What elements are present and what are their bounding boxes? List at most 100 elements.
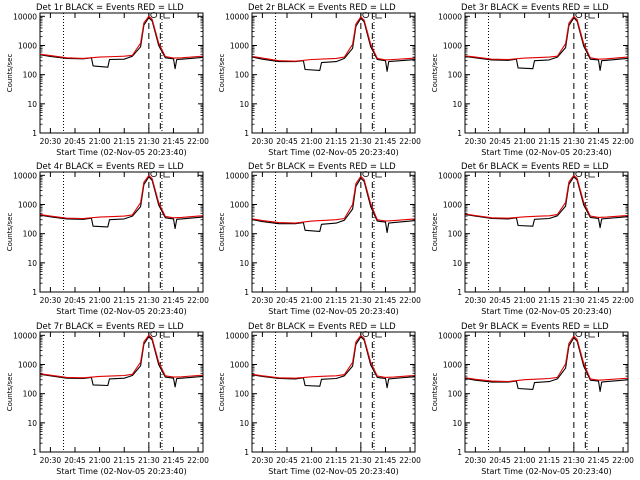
plot-frame [39,12,204,134]
series-lld-line [252,16,416,62]
panel-det-6r: Det 6r BLACK = Events RED = LLD Counts/se… [431,162,634,316]
y-tick-label: 1 [244,129,249,138]
x-tick-label: 20:30 [252,137,274,146]
panel-det-9r: Det 9r BLACK = Events RED = LLD Counts/se… [431,322,634,476]
y-tick-label: 10000 [13,171,37,180]
panel-title: Det 3r BLACK = Events RED = LLD [461,3,609,13]
y-tick-label: 10000 [225,12,249,21]
x-tick-label: 22:00 [612,456,634,465]
series-events-line [40,336,204,388]
x-tick-label: 21:15 [113,137,135,146]
y-tick-label: 10 [452,259,462,268]
x-tick-label: 20:45 [64,456,86,465]
x-tick-label: 21:00 [514,296,536,305]
panel-title: Det 9r BLACK = Events RED = LLD [461,322,609,332]
x-tick-label: 21:15 [325,456,347,465]
x-tick-label: 22:00 [399,456,421,465]
x-tick-label: 22:00 [612,296,634,305]
series-lld-line [40,334,204,379]
y-tick-label: 100 [235,390,250,399]
plot-frame [251,171,416,293]
x-tick-label: 21:45 [163,137,185,146]
x-axis-label: Start Time (02-Nov-05 20:23:40) [481,148,611,157]
x-tick-label: 21:45 [163,296,185,305]
bracket-marker [588,13,595,19]
x-tick-label: 22:00 [187,296,209,305]
x-tick-label: 20:45 [276,296,298,305]
x-tick-label: 20:45 [64,137,86,146]
x-tick-label: 20:45 [64,296,86,305]
y-tick-label: 1 [32,288,37,297]
plot-frame [39,171,204,293]
x-axis-label: Start Time (02-Nov-05 20:23:40) [56,307,186,316]
y-tick-label: 10000 [438,171,462,180]
x-tick-label: 21:30 [563,296,585,305]
x-axis-label: Start Time (02-Nov-05 20:23:40) [481,307,611,316]
y-tick-label: 100 [235,230,250,239]
x-tick-label: 22:00 [399,296,421,305]
x-tick-label: 21:15 [538,296,560,305]
x-tick-label: 21:15 [538,137,560,146]
x-axis-label: Start Time (02-Nov-05 20:23:40) [481,467,611,476]
y-tick-label: 1 [244,448,249,457]
panel-det-3r: Det 3r BLACK = Events RED = LLD Counts/se… [431,3,634,157]
y-tick-label: 100 [235,71,250,80]
y-axis-label: Counts/sec [431,373,439,412]
panel-title: Det 5r BLACK = Events RED = LLD [248,162,396,172]
x-tick-label: 21:00 [89,296,111,305]
x-tick-label: 21:00 [301,456,323,465]
series-events-line [465,176,629,229]
x-tick-label: 20:30 [465,456,487,465]
x-tick-label: 20:30 [252,456,274,465]
panel-title: Det 6r BLACK = Events RED = LLD [461,162,609,172]
x-tick-label: 21:30 [350,296,372,305]
y-tick-label: 10 [452,100,462,109]
x-tick-label: 21:15 [538,456,560,465]
x-tick-label: 21:45 [375,137,397,146]
y-tick-label: 100 [448,390,463,399]
bracket-marker [163,332,170,338]
y-tick-label: 1 [32,448,37,457]
x-tick-label: 21:45 [588,456,610,465]
x-tick-label: 20:45 [276,137,298,146]
y-axis-label: Counts/sec [218,213,226,252]
x-tick-label: 21:45 [588,296,610,305]
x-axis-label: Start Time (02-Nov-05 20:23:40) [56,467,186,476]
y-tick-label: 1000 [443,200,462,209]
panel-det-5r: Det 5r BLACK = Events RED = LLD Counts/se… [218,162,421,316]
x-tick-label: 20:30 [40,456,62,465]
y-tick-label: 1 [244,288,249,297]
y-tick-label: 10 [27,419,37,428]
y-tick-label: 100 [23,71,38,80]
y-tick-label: 100 [23,390,38,399]
x-tick-label: 21:45 [163,456,185,465]
series-events-line [465,17,629,71]
x-tick-label: 20:30 [465,137,487,146]
bracket-marker [163,13,170,19]
y-axis-label: Counts/sec [6,213,14,252]
series-events-line [252,177,416,234]
plot-frame [464,171,629,293]
series-lld-line [252,175,416,224]
y-tick-label: 1000 [18,360,37,369]
plot-frame [251,331,416,453]
plot-frame [39,331,204,453]
series-lld-line [465,335,629,383]
panel-title: Det 8r BLACK = Events RED = LLD [248,322,396,332]
y-tick-label: 1 [457,129,462,138]
y-tick-label: 10000 [13,331,37,340]
plot-frame [251,12,416,134]
y-tick-label: 10000 [225,331,249,340]
panel-det-8r: Det 8r BLACK = Events RED = LLD Counts/se… [218,322,421,476]
y-axis-label: Counts/sec [431,54,439,93]
x-tick-label: 21:30 [350,137,372,146]
x-axis-label: Start Time (02-Nov-05 20:23:40) [268,307,398,316]
x-axis-label: Start Time (02-Nov-05 20:23:40) [56,148,186,157]
x-tick-label: 20:45 [489,137,511,146]
x-tick-label: 22:00 [187,456,209,465]
y-tick-label: 10000 [13,12,37,21]
y-tick-label: 10 [27,100,37,109]
y-tick-label: 1 [457,288,462,297]
x-tick-label: 21:15 [113,296,135,305]
panel-title: Det 4r BLACK = Events RED = LLD [36,162,184,172]
